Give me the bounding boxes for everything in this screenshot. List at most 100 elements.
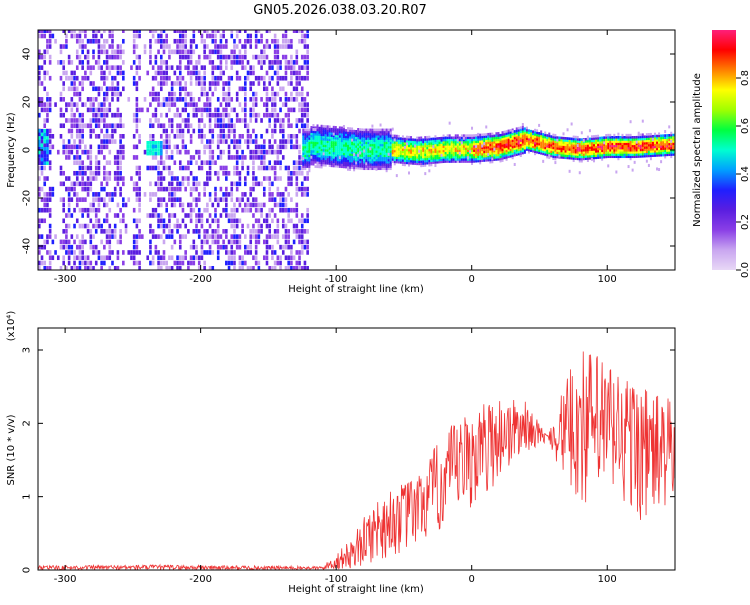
spectrogram-cell	[274, 97, 277, 102]
spectrogram-cell	[337, 128, 339, 131]
spectrogram-cell	[252, 81, 255, 86]
spectrogram-cell	[266, 102, 269, 107]
spectrogram-cell	[252, 234, 255, 239]
spectrogram-cell	[268, 44, 271, 49]
spectrogram-cell	[157, 234, 160, 239]
spectrogram-cell	[100, 113, 103, 118]
spectrogram-cell	[301, 65, 304, 70]
spectrogram-cell	[95, 166, 98, 171]
spectrogram-cell	[260, 155, 263, 160]
spectrogram-cell	[603, 136, 605, 139]
spectrogram-cell	[457, 134, 459, 137]
spectrogram-cell	[71, 34, 74, 39]
spectrogram-cell	[133, 28, 136, 33]
spectrogram-cell	[209, 197, 212, 202]
spectrogram-cell	[84, 166, 87, 171]
spectrogram-cell	[542, 133, 544, 136]
spectrogram-cell	[193, 255, 196, 260]
spectrogram-cell	[176, 150, 179, 155]
spectrogram-cell	[277, 50, 280, 55]
spectrogram-cell	[290, 76, 293, 81]
spectrogram-cell	[266, 250, 269, 255]
spectrogram-cell	[136, 234, 139, 239]
spectrogram-cell	[174, 192, 177, 197]
spectrogram-cell	[108, 139, 111, 144]
spectrogram-cell	[266, 55, 269, 60]
spectrogram-cell	[298, 118, 301, 123]
spectrogram-cell	[136, 261, 139, 266]
spectrogram-cell	[222, 129, 225, 134]
spectrogram-cell	[225, 176, 228, 181]
spectrogram-cell	[152, 28, 155, 33]
spectrogram-cell	[266, 39, 269, 44]
spectrogram-cell	[190, 218, 193, 223]
spectrogram-cell	[190, 261, 193, 266]
spectrogram-cell	[206, 203, 209, 208]
spectrogram-cell	[206, 55, 209, 60]
spectrogram-cell	[290, 139, 293, 144]
spectrogram-cell	[157, 171, 160, 176]
spectrogram-cell	[165, 203, 168, 208]
spectrogram-cell	[152, 34, 155, 39]
spectrogram-cell	[228, 134, 231, 139]
spectrogram-cell	[184, 250, 187, 255]
spectrogram-cell	[71, 250, 74, 255]
spectrogram-cell	[652, 135, 654, 138]
spectrogram-cell	[277, 76, 280, 81]
spectrogram-cell	[174, 39, 177, 44]
spectrogram-cell	[149, 118, 152, 123]
spectrogram-cell	[87, 97, 90, 102]
spectrogram-cell	[306, 240, 309, 245]
spectrogram-cell	[271, 86, 274, 91]
spectrogram-cell	[258, 224, 261, 229]
spectrogram-cell	[266, 113, 269, 118]
spectrogram-cell	[103, 97, 106, 102]
spectrogram-cell	[71, 81, 74, 86]
spectrogram-cell	[528, 129, 530, 132]
spectrogram-cell	[76, 86, 79, 91]
spectrogram-cell	[293, 229, 296, 234]
spectrogram-cell	[95, 245, 98, 250]
spectrogram-cell	[304, 44, 307, 49]
spectrogram-cell	[230, 208, 233, 213]
spectrogram-cell	[152, 145, 155, 149]
spectrogram-cell	[290, 176, 293, 181]
spectrogram-cell	[255, 203, 258, 208]
spectrogram-cell	[87, 166, 90, 171]
spectrogram-cell	[190, 92, 193, 97]
spectrogram-cell	[222, 245, 225, 250]
spectrogram-cell	[176, 134, 179, 139]
spectrogram-cell	[65, 118, 68, 123]
spectrogram-cell	[209, 50, 212, 55]
spectrogram-cell	[138, 208, 141, 213]
spectrogram-cell	[548, 133, 550, 136]
spectrogram-cell	[71, 102, 74, 107]
spectrogram-cell	[603, 141, 605, 144]
spectrogram-cell	[46, 97, 49, 102]
spectrogram-cell	[41, 129, 44, 133]
spectrogram-cell	[255, 97, 258, 102]
spectrogram-cell	[285, 97, 288, 102]
spectrogram-cell	[92, 250, 95, 255]
spectrogram-cell	[174, 261, 177, 266]
spectrogram-cell	[233, 208, 236, 213]
spectrogram-cell	[217, 171, 220, 176]
spectrogram-cell	[43, 143, 46, 147]
spectrogram-cell	[285, 145, 288, 150]
spectrogram-cell	[252, 92, 255, 97]
spectrogram-cell	[412, 138, 414, 141]
spectrogram-cell	[68, 261, 71, 266]
spectrogram-cell	[41, 187, 44, 192]
spectrogram-cell	[214, 160, 217, 165]
spectrogram-cell	[76, 203, 79, 208]
spectrogram-cell	[122, 150, 125, 155]
spectrogram-cell	[249, 113, 252, 118]
spectrogram-cell	[117, 250, 120, 255]
spectrogram-cell	[179, 28, 182, 33]
spectrogram-cell	[230, 187, 233, 192]
spectrogram-cell	[236, 118, 239, 123]
spectrogram-cell	[76, 145, 79, 150]
spectrogram-cell	[157, 261, 160, 266]
spectrogram-cell	[296, 187, 299, 192]
spectrogram-cell	[111, 86, 114, 91]
